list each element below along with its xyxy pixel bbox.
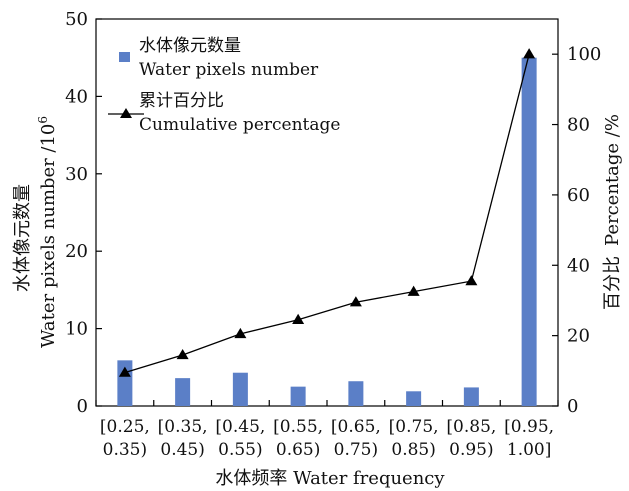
x-tick-label-line1: [0.25, (100, 417, 150, 437)
right-tick-label: 0 (567, 396, 578, 417)
legend-line-label-en: Cumulative percentage (139, 115, 340, 135)
right-tick-label: 60 (567, 185, 590, 206)
bar (521, 57, 537, 406)
right-tick-label: 20 (567, 326, 590, 347)
legend-bar-swatch (119, 52, 130, 62)
bar (463, 387, 479, 406)
right-tick-label: 40 (567, 255, 590, 276)
left-axis-title-en: Water pixels number /106 (36, 116, 59, 348)
line-point (523, 48, 536, 59)
left-tick-label: 50 (65, 9, 88, 30)
x-tick-label-line2: 0.55) (218, 440, 262, 460)
right-tick-label: 80 (567, 115, 590, 136)
legend-line-marker (120, 108, 132, 118)
x-tick-label-line2: 1.00] (507, 440, 551, 460)
line-series (118, 48, 536, 377)
line-point (292, 313, 305, 325)
legend: 水体像元数量 Water pixels number 累计百分比 Cumulat… (108, 36, 340, 135)
left-axis-title-cn: 水体像元数量 (12, 184, 33, 292)
line-point (465, 275, 478, 286)
x-tick-label-line1: [0.95, (504, 417, 554, 437)
x-tick-label-line2: 0.65) (276, 440, 320, 460)
x-tick-label-line1: [0.35, (158, 417, 208, 437)
bar (348, 381, 364, 406)
bar (406, 391, 422, 406)
cumulative-line (124, 54, 530, 374)
line-point (176, 348, 189, 360)
bar-series (117, 57, 537, 406)
legend-line-label-cn: 累计百分比 (139, 91, 224, 111)
bar (175, 378, 191, 406)
line-point (234, 327, 247, 339)
x-tick-label-line1: [0.85, (446, 417, 496, 437)
right-tick-label: 100 (567, 44, 601, 65)
bar (232, 372, 248, 406)
x-tick-label-line1: [0.55, (273, 417, 323, 437)
x-axis-ticks: [0.25, 0.35) [0.35, 0.45) [0.45, 0.55) [0.55, 0… (95, 400, 559, 460)
line-point (118, 366, 131, 377)
x-tick-label-line2: 0.95) (449, 440, 493, 460)
bar (290, 386, 306, 406)
legend-bar-label-en: Water pixels number (139, 60, 319, 80)
left-axis-ticks: 0 10 20 30 40 50 (65, 9, 102, 417)
line-point (349, 296, 362, 307)
x-tick-label-line2: 0.75) (334, 440, 378, 460)
right-axis-ticks: 0 20 40 60 80 100 (552, 44, 601, 417)
left-tick-label: 0 (77, 396, 88, 417)
x-tick-label-line2: 0.35) (103, 440, 147, 460)
line-point (407, 285, 420, 296)
left-tick-label: 20 (65, 241, 88, 262)
left-tick-label: 10 (65, 319, 88, 340)
left-tick-label: 40 (65, 86, 88, 107)
x-tick-label-line1: [0.75, (389, 417, 439, 437)
x-axis-title: 水体频率 Water frequency (215, 468, 445, 489)
legend-bar-label-cn: 水体像元数量 (139, 36, 241, 56)
right-axis-title: 百分比Percentage /% (602, 114, 623, 310)
x-tick-label-line2: 0.45) (160, 440, 204, 460)
x-tick-label-line2: 0.85) (391, 440, 435, 460)
x-tick-label-line1: [0.45, (215, 417, 265, 437)
x-tick-label-line1: [0.65, (331, 417, 381, 437)
left-tick-label: 30 (65, 164, 88, 185)
